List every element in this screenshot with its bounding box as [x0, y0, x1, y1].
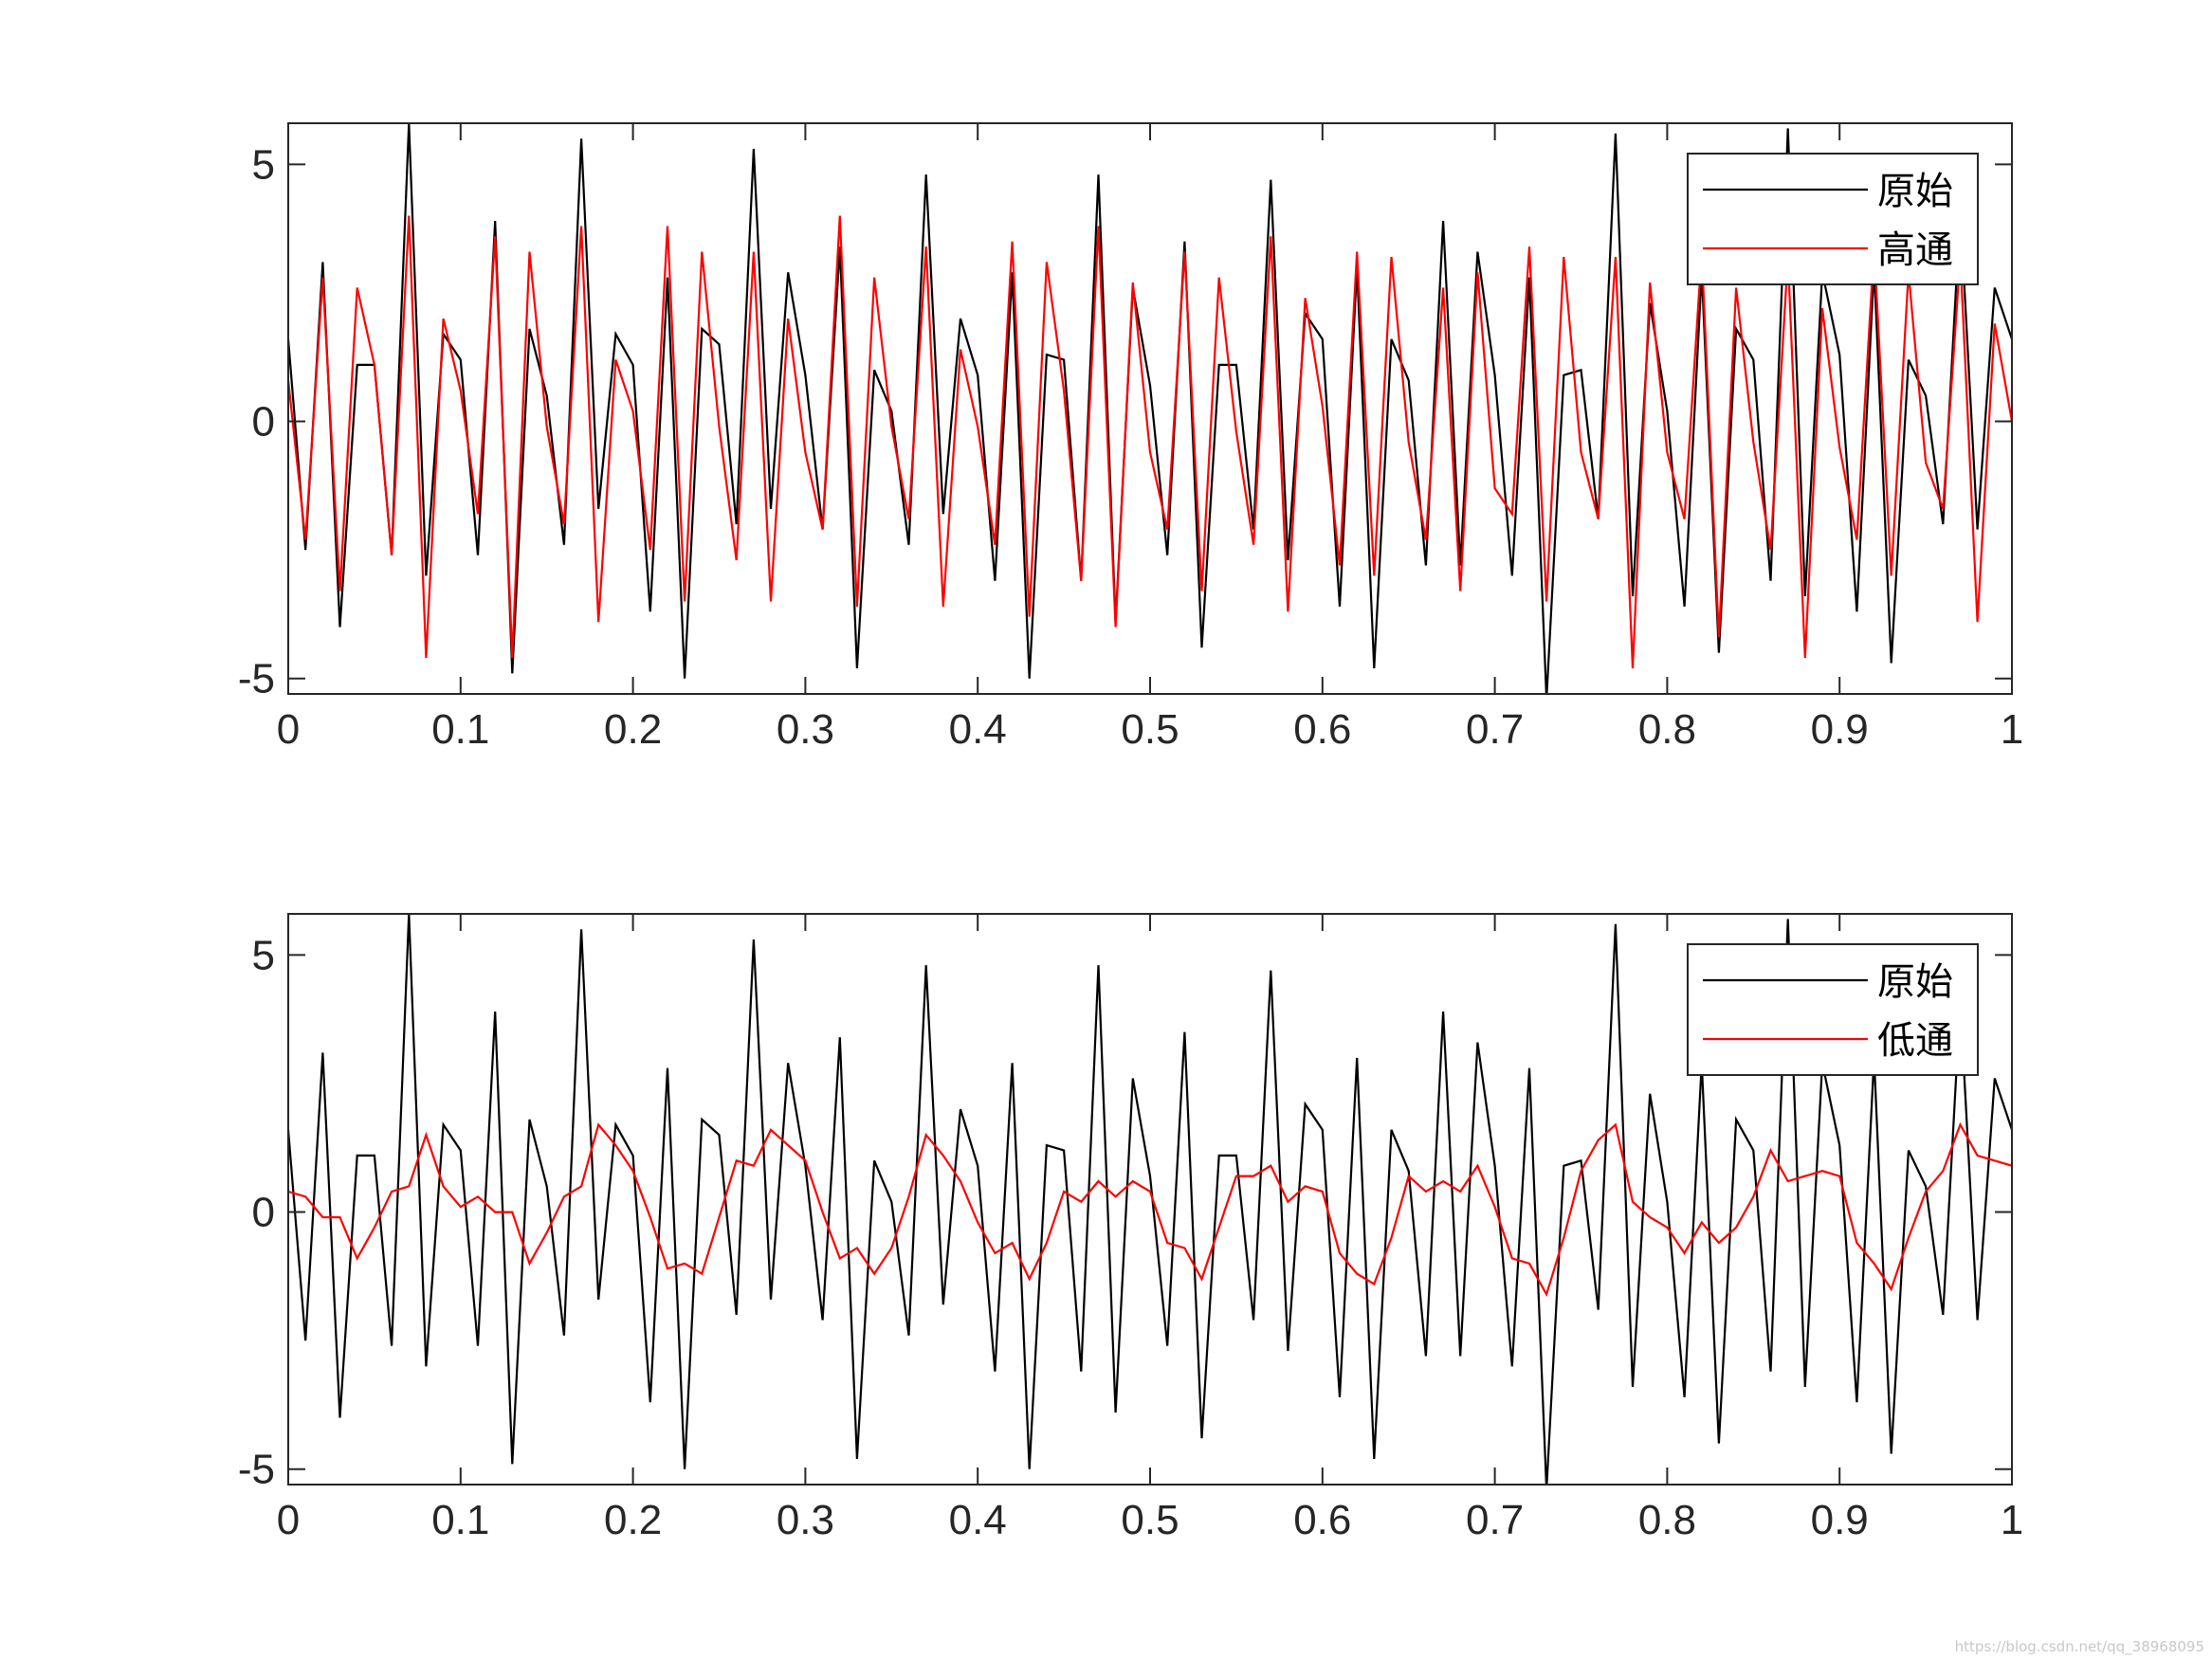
x-tick-label: 1 [2001, 1497, 2023, 1543]
series-group [288, 123, 2012, 694]
x-tick-label: 0.5 [1121, 706, 1179, 753]
series-line-filtered [288, 215, 2012, 668]
y-tick-label: 5 [252, 141, 275, 188]
legend-label-filtered: 低通 [1877, 1019, 1953, 1063]
x-tick-label: 0.7 [1466, 1497, 1524, 1543]
legend-label-original: 原始 [1877, 170, 1953, 213]
x-tick-label: 0.1 [431, 1497, 489, 1543]
legend-box [1687, 943, 1979, 1076]
x-tick-label: 0.3 [777, 706, 834, 753]
series-group [288, 914, 2012, 1485]
x-tick-label: 0.1 [431, 706, 489, 753]
y-tick-label: 5 [252, 932, 275, 978]
legend-label-original: 原始 [1877, 960, 1953, 1004]
x-tick-label: 0.4 [949, 1497, 1007, 1543]
x-tick-label: 1 [2001, 706, 2023, 753]
x-tick-label: 0.2 [604, 706, 662, 753]
legend-box [1687, 153, 1979, 285]
y-tick-label: 0 [252, 399, 275, 446]
x-tick-label: 0.9 [1811, 1497, 1869, 1543]
x-tick-label: 0.9 [1811, 706, 1869, 753]
x-tick-label: 0 [277, 706, 300, 753]
watermark-text: https://blog.csdn.net/qq_38968095 [1955, 1638, 2204, 1656]
x-tick-label: 0.6 [1293, 1497, 1351, 1543]
y-tick-label: -5 [238, 1447, 275, 1493]
x-tick-label: 0.2 [604, 1497, 662, 1543]
x-tick-label: 0.5 [1121, 1497, 1179, 1543]
y-tick-label: -5 [238, 656, 275, 702]
legend-label-filtered: 高通 [1877, 228, 1953, 272]
x-tick-label: 0.8 [1638, 1497, 1696, 1543]
series-line-original [288, 914, 2012, 1485]
x-tick-label: 0.3 [777, 1497, 834, 1543]
series-line-filtered [288, 1121, 2012, 1298]
x-tick-label: 0 [277, 1497, 300, 1543]
series-line-original [288, 123, 2012, 694]
x-tick-label: 0.8 [1638, 706, 1696, 753]
x-tick-label: 0.6 [1293, 706, 1351, 753]
y-tick-label: 0 [252, 1190, 275, 1236]
x-tick-label: 0.7 [1466, 706, 1524, 753]
x-tick-label: 0.4 [949, 706, 1007, 753]
